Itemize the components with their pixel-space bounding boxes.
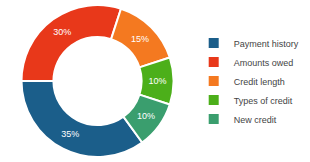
- svg-text:10%: 10%: [137, 111, 155, 121]
- svg-text:30%: 30%: [53, 27, 71, 37]
- svg-text:New credit: New credit: [234, 115, 277, 125]
- svg-text:10%: 10%: [149, 76, 167, 86]
- svg-text:Payment history: Payment history: [234, 39, 299, 49]
- svg-text:15%: 15%: [131, 34, 149, 44]
- svg-text:35%: 35%: [61, 129, 79, 139]
- svg-text:Types of credit: Types of credit: [234, 96, 293, 106]
- svg-text:Amounts owed: Amounts owed: [234, 58, 294, 68]
- svg-text:Credit length: Credit length: [234, 77, 285, 87]
